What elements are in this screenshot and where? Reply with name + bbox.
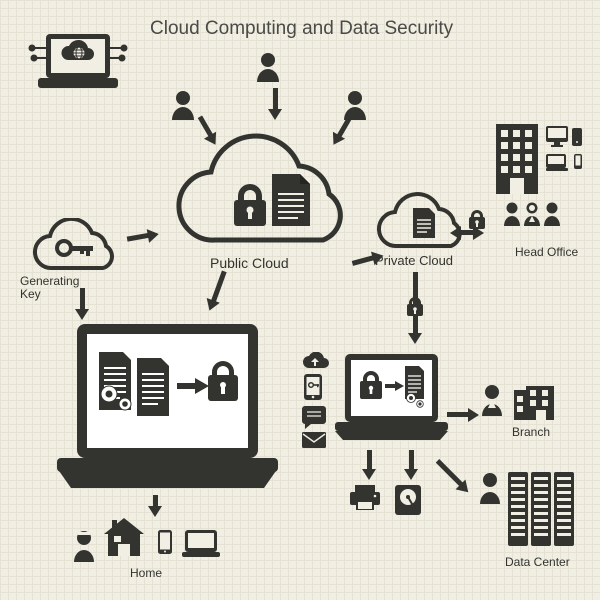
lock-icon <box>405 295 425 317</box>
public-cloud-icon <box>170 130 370 260</box>
branch-laptop-icon <box>333 350 450 442</box>
branch-label: Branch <box>512 425 550 439</box>
hard-drive-icon <box>395 485 421 515</box>
arrow <box>204 269 231 311</box>
private-cloud-icon <box>373 192 473 254</box>
arrow <box>126 228 158 247</box>
user-icon <box>255 52 281 82</box>
printer-icon <box>350 485 380 511</box>
private-cloud-label: Private Cloud <box>375 253 453 268</box>
generating-key-label: GeneratingKey <box>20 275 79 301</box>
head-office-icon <box>488 118 593 248</box>
arrow <box>362 450 376 478</box>
diagram-stage: Cloud Computing and Data Security <box>0 0 600 600</box>
arrow <box>268 88 282 118</box>
public-cloud-label: Public Cloud <box>210 255 289 271</box>
page-title: Cloud Computing and Data Security <box>150 18 453 40</box>
arrow <box>75 288 89 318</box>
lock-icon <box>467 208 487 230</box>
arrow <box>432 456 472 496</box>
home-laptop-icon <box>55 318 280 496</box>
user-icon <box>170 90 196 120</box>
head-office-label: Head Office <box>515 245 578 259</box>
data-center-label: Data Center <box>505 555 570 569</box>
generating-key-cloud-icon <box>30 218 125 278</box>
arrow <box>447 408 477 422</box>
arrow <box>404 450 418 478</box>
arrow <box>148 495 162 515</box>
device-stack-icon <box>298 352 332 452</box>
logo-laptop-icon <box>28 18 128 96</box>
home-label: Home <box>130 566 162 580</box>
data-center-icon <box>478 466 578 566</box>
